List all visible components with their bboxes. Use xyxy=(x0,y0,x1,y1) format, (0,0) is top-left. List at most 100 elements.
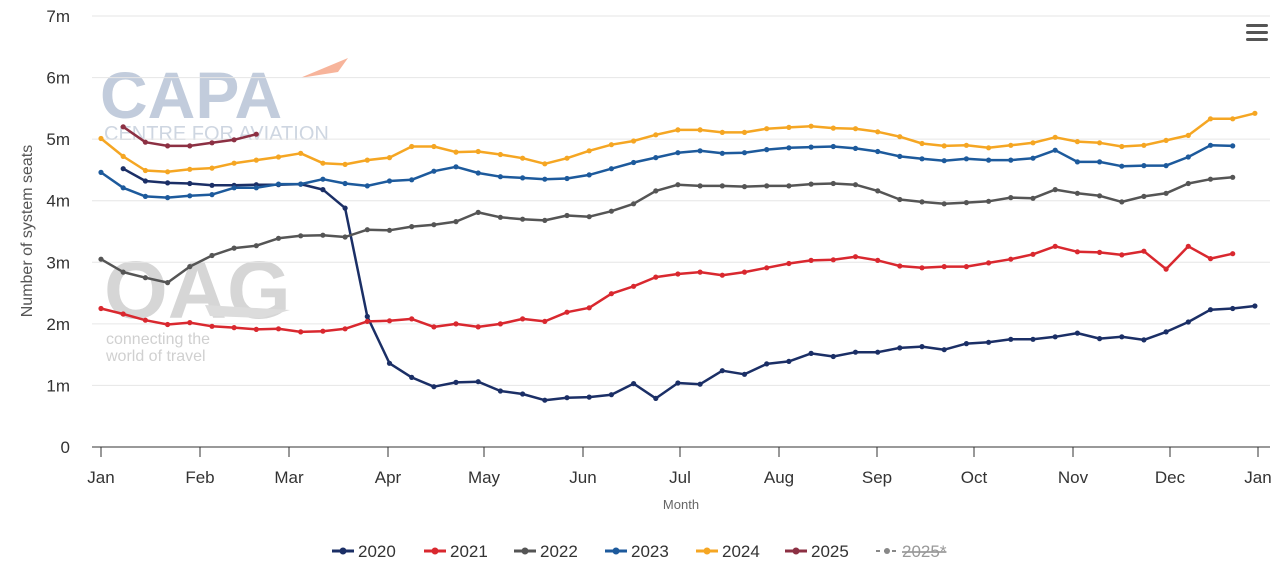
data-point[interactable] xyxy=(142,275,148,281)
data-point[interactable] xyxy=(1252,110,1258,116)
data-point[interactable] xyxy=(830,143,836,150)
data-point[interactable] xyxy=(475,324,481,330)
data-point[interactable] xyxy=(475,170,481,176)
data-point[interactable] xyxy=(142,139,148,145)
data-point[interactable] xyxy=(852,349,859,355)
data-point[interactable] xyxy=(919,156,925,162)
data-point[interactable] xyxy=(253,326,259,332)
data-point[interactable] xyxy=(719,183,725,189)
data-point[interactable] xyxy=(564,175,570,182)
data-point[interactable] xyxy=(1030,155,1036,161)
data-point[interactable] xyxy=(963,142,970,148)
data-point[interactable] xyxy=(631,138,637,144)
data-point[interactable] xyxy=(875,129,881,135)
data-point[interactable] xyxy=(697,148,703,154)
data-point[interactable] xyxy=(608,392,615,398)
data-point[interactable] xyxy=(675,182,681,188)
data-point[interactable] xyxy=(1119,163,1125,169)
data-point[interactable] xyxy=(1074,190,1080,196)
data-point[interactable] xyxy=(120,153,126,159)
data-point[interactable] xyxy=(852,182,859,188)
data-point[interactable] xyxy=(165,180,171,186)
data-point[interactable] xyxy=(741,371,748,377)
data-point[interactable] xyxy=(1119,252,1125,258)
data-point[interactable] xyxy=(231,137,237,143)
data-point[interactable] xyxy=(120,124,126,130)
data-point[interactable] xyxy=(764,265,770,271)
data-point[interactable] xyxy=(409,143,415,150)
data-point[interactable] xyxy=(697,381,703,387)
data-point[interactable] xyxy=(1207,116,1214,122)
data-point[interactable] xyxy=(852,126,859,132)
data-point[interactable] xyxy=(187,193,193,199)
data-point[interactable] xyxy=(275,235,282,241)
data-point[interactable] xyxy=(542,397,548,403)
data-point[interactable] xyxy=(653,395,659,401)
data-point[interactable] xyxy=(542,318,548,324)
data-point[interactable] xyxy=(497,388,503,394)
data-point[interactable] xyxy=(786,260,792,267)
data-point[interactable] xyxy=(564,155,570,161)
data-point[interactable] xyxy=(631,159,637,166)
data-point[interactable] xyxy=(963,156,970,162)
data-point[interactable] xyxy=(919,199,925,205)
data-point[interactable] xyxy=(986,260,992,266)
data-point[interactable] xyxy=(453,379,459,385)
data-point[interactable] xyxy=(431,168,437,174)
data-point[interactable] xyxy=(165,169,171,175)
data-point[interactable] xyxy=(142,178,148,184)
data-point[interactable] xyxy=(653,274,659,280)
data-point[interactable] xyxy=(98,169,104,175)
data-point[interactable] xyxy=(386,360,393,366)
data-point[interactable] xyxy=(919,344,925,350)
data-point[interactable] xyxy=(586,305,592,311)
data-point[interactable] xyxy=(431,222,437,228)
data-point[interactable] xyxy=(608,142,615,148)
data-point[interactable] xyxy=(520,391,526,397)
data-point[interactable] xyxy=(1074,249,1080,255)
data-point[interactable] xyxy=(364,157,370,163)
data-point[interactable] xyxy=(697,183,703,189)
data-point[interactable] xyxy=(1141,193,1147,199)
data-point[interactable] xyxy=(475,209,481,215)
data-point[interactable] xyxy=(253,131,259,137)
data-point[interactable] xyxy=(320,232,326,238)
data-point[interactable] xyxy=(564,395,570,401)
data-point[interactable] xyxy=(1185,154,1191,160)
data-point[interactable] xyxy=(431,384,437,390)
data-point[interactable] xyxy=(564,212,570,219)
data-point[interactable] xyxy=(941,158,947,164)
series-2024[interactable] xyxy=(98,110,1258,175)
data-point[interactable] xyxy=(586,394,592,400)
data-point[interactable] xyxy=(719,272,725,278)
data-point[interactable] xyxy=(209,252,215,259)
data-point[interactable] xyxy=(897,134,903,140)
data-point[interactable] xyxy=(675,127,681,133)
data-point[interactable] xyxy=(453,149,459,155)
data-point[interactable] xyxy=(275,154,282,160)
series-2022[interactable] xyxy=(98,174,1236,286)
data-point[interactable] xyxy=(431,324,437,330)
data-point[interactable] xyxy=(1163,137,1169,143)
data-point[interactable] xyxy=(209,192,215,198)
legend-item-2021[interactable]: 2021 xyxy=(424,542,488,561)
data-point[interactable] xyxy=(453,321,459,327)
data-point[interactable] xyxy=(187,166,193,172)
data-point[interactable] xyxy=(1230,305,1236,312)
data-point[interactable] xyxy=(453,219,459,225)
data-point[interactable] xyxy=(386,318,393,324)
data-point[interactable] xyxy=(275,326,282,332)
data-point[interactable] xyxy=(520,216,526,222)
data-point[interactable] xyxy=(653,132,659,138)
data-point[interactable] xyxy=(941,143,947,149)
data-point[interactable] xyxy=(453,164,459,170)
data-point[interactable] xyxy=(1141,248,1147,254)
data-point[interactable] xyxy=(475,148,481,155)
data-point[interactable] xyxy=(1030,336,1036,342)
data-point[interactable] xyxy=(520,155,526,161)
data-point[interactable] xyxy=(364,227,370,233)
data-point[interactable] xyxy=(342,161,348,167)
data-point[interactable] xyxy=(1097,336,1103,342)
data-point[interactable] xyxy=(520,175,526,181)
data-point[interactable] xyxy=(1097,249,1103,255)
